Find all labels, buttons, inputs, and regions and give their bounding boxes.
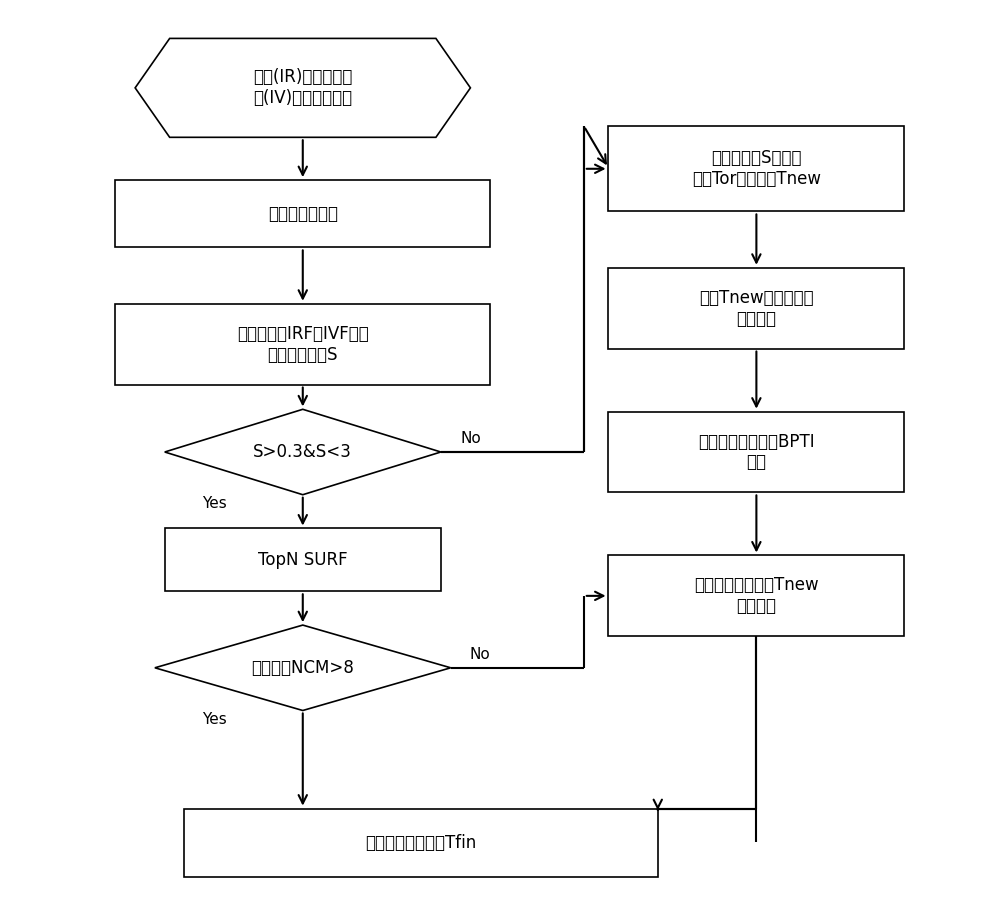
Polygon shape <box>165 409 441 495</box>
Text: 匹配对数NCM>8: 匹配对数NCM>8 <box>251 659 354 677</box>
Text: Yes: Yes <box>202 712 226 727</box>
Text: 选取相关区域进行BPTI
匹配: 选取相关区域进行BPTI 匹配 <box>698 433 815 471</box>
Text: 由焦距参数IRF和IVF计算
相对尺度参数S: 由焦距参数IRF和IVF计算 相对尺度参数S <box>237 325 369 363</box>
Text: 图像帧同步处理: 图像帧同步处理 <box>268 205 338 223</box>
Polygon shape <box>135 38 470 137</box>
FancyBboxPatch shape <box>608 555 904 636</box>
FancyBboxPatch shape <box>184 810 658 876</box>
FancyBboxPatch shape <box>115 304 490 384</box>
FancyBboxPatch shape <box>608 412 904 492</box>
Text: No: No <box>470 646 491 662</box>
FancyBboxPatch shape <box>115 180 490 247</box>
Text: 红外(IR)、可见光图
像(IV)实时信号采集: 红外(IR)、可见光图 像(IV)实时信号采集 <box>253 68 352 107</box>
FancyBboxPatch shape <box>608 268 904 349</box>
Text: 根据Tnew对参考图像
进行变换: 根据Tnew对参考图像 进行变换 <box>699 289 814 328</box>
FancyBboxPatch shape <box>165 529 441 592</box>
Text: S>0.3&S<3: S>0.3&S<3 <box>253 443 352 461</box>
Text: 由最优匹配结果对Tnew
进行更新: 由最优匹配结果对Tnew 进行更新 <box>694 576 819 615</box>
Text: 由尺度参数S及初始
变换Tor更新参数Tnew: 由尺度参数S及初始 变换Tor更新参数Tnew <box>692 150 821 188</box>
Text: Yes: Yes <box>202 496 226 511</box>
Text: 输出最终变换参数Tfin: 输出最终变换参数Tfin <box>365 834 477 852</box>
Polygon shape <box>155 625 451 710</box>
Text: TopN SURF: TopN SURF <box>258 551 348 569</box>
FancyBboxPatch shape <box>608 126 904 212</box>
Text: No: No <box>460 431 481 446</box>
